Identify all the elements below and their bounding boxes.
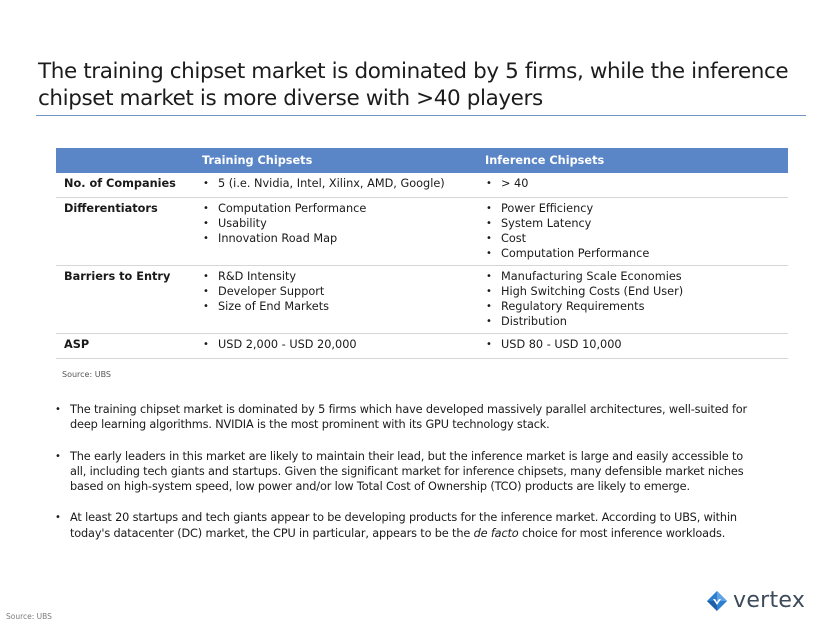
emphasis-text: de facto	[473, 526, 519, 540]
inference-cell: Manufacturing Scale Economies High Switc…	[485, 265, 788, 334]
list-item: USD 80 - USD 10,000	[485, 337, 788, 352]
list-item: System Latency	[485, 216, 788, 231]
training-cell: R&D Intensity Developer Support Size of …	[202, 265, 485, 334]
footer-source-note: Source: UBS	[6, 612, 52, 621]
row-label: No. of Companies	[56, 173, 202, 198]
bullet-text: choice for most inference workloads.	[518, 526, 726, 540]
header-cell-inference: Inference Chipsets	[485, 148, 788, 173]
table-row: Barriers to Entry R&D Intensity Develope…	[56, 265, 788, 334]
training-cell: USD 2,000 - USD 20,000	[202, 333, 485, 359]
training-cell: 5 (i.e. Nvidia, Intel, Xilinx, AMD, Goog…	[202, 173, 485, 198]
commentary-bullet: At least 20 startups and tech giants app…	[52, 510, 762, 541]
list-item: Cost	[485, 231, 788, 246]
vertex-logo: vertex	[706, 588, 805, 614]
commentary-list: The training chipset market is dominated…	[52, 402, 762, 557]
list-item: Power Efficiency	[485, 201, 788, 216]
list-item: Manufacturing Scale Economies	[485, 269, 788, 284]
list-item: > 40	[485, 176, 788, 191]
page-title: The training chipset market is dominated…	[38, 59, 789, 111]
inference-cell: USD 80 - USD 10,000	[485, 333, 788, 359]
list-item: 5 (i.e. Nvidia, Intel, Xilinx, AMD, Goog…	[202, 176, 485, 191]
logo-wordmark: vertex	[733, 588, 806, 613]
title-divider	[36, 115, 806, 116]
list-item: Size of End Markets	[202, 299, 485, 314]
table-row: Differentiators Computation Performance …	[56, 197, 788, 266]
list-item: Innovation Road Map	[202, 231, 485, 246]
table-row: No. of Companies 5 (i.e. Nvidia, Intel, …	[56, 173, 788, 198]
list-item: Distribution	[485, 314, 788, 329]
commentary-bullet: The early leaders in this market are lik…	[52, 449, 762, 495]
vertex-diamond-icon	[707, 591, 727, 611]
list-item: Developer Support	[202, 284, 485, 299]
header-cell-training: Training Chipsets	[202, 148, 485, 173]
header-cell-empty	[56, 148, 202, 173]
table-header-row: Training Chipsets Inference Chipsets	[56, 148, 788, 173]
training-cell: Computation Performance Usability Innova…	[202, 197, 485, 266]
table-row: ASP USD 2,000 - USD 20,000 USD 80 - USD …	[56, 333, 788, 359]
list-item: Regulatory Requirements	[485, 299, 788, 314]
list-item: Computation Performance	[202, 201, 485, 216]
inference-cell: > 40	[485, 173, 788, 198]
list-item: USD 2,000 - USD 20,000	[202, 337, 485, 352]
commentary-bullet: The training chipset market is dominated…	[52, 402, 762, 433]
row-label: ASP	[56, 333, 202, 359]
list-item: R&D Intensity	[202, 269, 485, 284]
list-item: Usability	[202, 216, 485, 231]
comparison-table: Training Chipsets Inference Chipsets No.…	[56, 148, 788, 359]
list-item: Computation Performance	[485, 246, 788, 261]
row-label: Barriers to Entry	[56, 265, 202, 334]
list-item: High Switching Costs (End User)	[485, 284, 788, 299]
row-label: Differentiators	[56, 197, 202, 266]
bullet-text: At least 20 startups and tech giants app…	[70, 511, 737, 540]
inference-cell: Power Efficiency System Latency Cost Com…	[485, 197, 788, 266]
table-source-note: Source: UBS	[62, 370, 111, 379]
